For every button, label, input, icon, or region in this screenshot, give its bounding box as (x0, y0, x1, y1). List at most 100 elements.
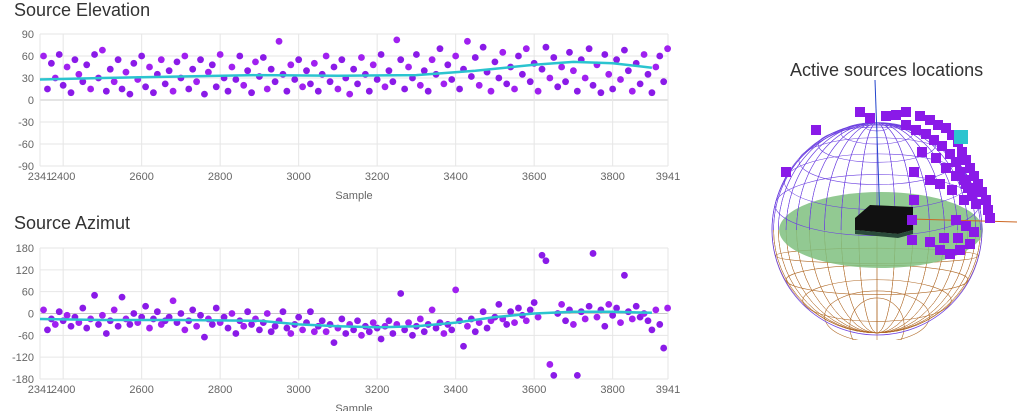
source-marker-highlight (954, 130, 968, 144)
source-marker (969, 227, 979, 237)
source-marker (969, 171, 979, 181)
source-marker (935, 179, 945, 189)
data-point (118, 293, 126, 301)
data-point (169, 87, 177, 95)
source-marker (961, 155, 971, 165)
source-marker (961, 179, 971, 189)
source-marker (935, 245, 945, 255)
data-point (377, 51, 385, 58)
data-point (605, 301, 613, 308)
data-point (534, 87, 542, 95)
data-point (40, 52, 47, 60)
source-marker (907, 235, 917, 245)
source-marker (939, 233, 949, 243)
data-point (161, 80, 169, 88)
trend-line (39, 310, 652, 329)
data-point (444, 61, 452, 69)
data-point (236, 52, 244, 60)
data-point (232, 330, 240, 337)
data-point (314, 87, 322, 95)
y-tick-label: -90 (18, 161, 34, 173)
data-point (617, 76, 624, 83)
data-point (652, 63, 660, 71)
data-point (75, 70, 83, 78)
source-marker (931, 153, 941, 163)
data-point (322, 52, 330, 60)
source-marker (955, 245, 965, 255)
data-point (644, 317, 652, 325)
data-point (581, 74, 589, 82)
data-point (138, 52, 146, 60)
data-point (47, 59, 55, 67)
data-point (330, 63, 338, 71)
data-point (185, 85, 193, 93)
data-point (621, 271, 628, 279)
source-marker (971, 187, 981, 197)
y-tick-label: 60 (22, 287, 34, 299)
source-marker (911, 125, 921, 135)
data-point (542, 43, 550, 51)
data-point (601, 51, 609, 58)
data-point (55, 308, 63, 316)
data-point (416, 81, 424, 89)
data-point (471, 328, 479, 336)
data-point (79, 78, 87, 86)
sphere-3d-view[interactable] (760, 60, 1027, 340)
source-marker (917, 147, 927, 157)
data-point (122, 68, 130, 76)
data-point (389, 330, 397, 337)
data-point (248, 89, 255, 97)
data-point (664, 304, 672, 312)
x-tick-label: 3600 (522, 171, 546, 183)
source-marker (973, 179, 983, 189)
data-point (613, 56, 620, 64)
source-marker (865, 113, 875, 123)
data-point (40, 306, 47, 314)
data-point (212, 304, 220, 312)
data-point (585, 45, 593, 53)
data-point (299, 83, 306, 91)
source-marker (971, 199, 981, 209)
data-point (110, 78, 118, 86)
data-point (244, 308, 252, 316)
data-point (499, 48, 507, 56)
x-tick-label: 2341 (28, 171, 52, 183)
data-point (479, 43, 487, 51)
source-marker (947, 185, 957, 195)
data-point (342, 330, 350, 337)
data-point (114, 56, 122, 64)
data-point (428, 306, 436, 314)
y-tick-label: 180 (16, 243, 34, 255)
data-point (558, 63, 566, 71)
data-point (487, 87, 495, 95)
data-point (546, 361, 554, 368)
data-point (220, 313, 228, 321)
data-point (515, 52, 522, 60)
data-point (338, 315, 346, 323)
data-point (597, 89, 605, 97)
source-marker (951, 157, 961, 167)
x-tick-label: 3400 (443, 171, 467, 183)
data-point (248, 321, 255, 328)
data-point (385, 317, 393, 325)
source-marker (781, 167, 791, 177)
data-point (589, 81, 597, 89)
data-point (381, 83, 389, 91)
data-point (640, 51, 648, 58)
data-point (636, 80, 644, 88)
data-point (153, 308, 161, 316)
data-point (526, 78, 534, 86)
data-point (197, 311, 204, 319)
data-point (628, 87, 636, 95)
data-point (326, 78, 334, 86)
data-point (83, 324, 91, 332)
data-point (405, 63, 412, 71)
data-point (621, 46, 628, 54)
data-point (409, 331, 416, 339)
source-marker (957, 147, 967, 157)
data-point (102, 330, 110, 337)
data-point (130, 59, 138, 67)
data-point (232, 76, 240, 83)
source-marker (983, 205, 993, 215)
